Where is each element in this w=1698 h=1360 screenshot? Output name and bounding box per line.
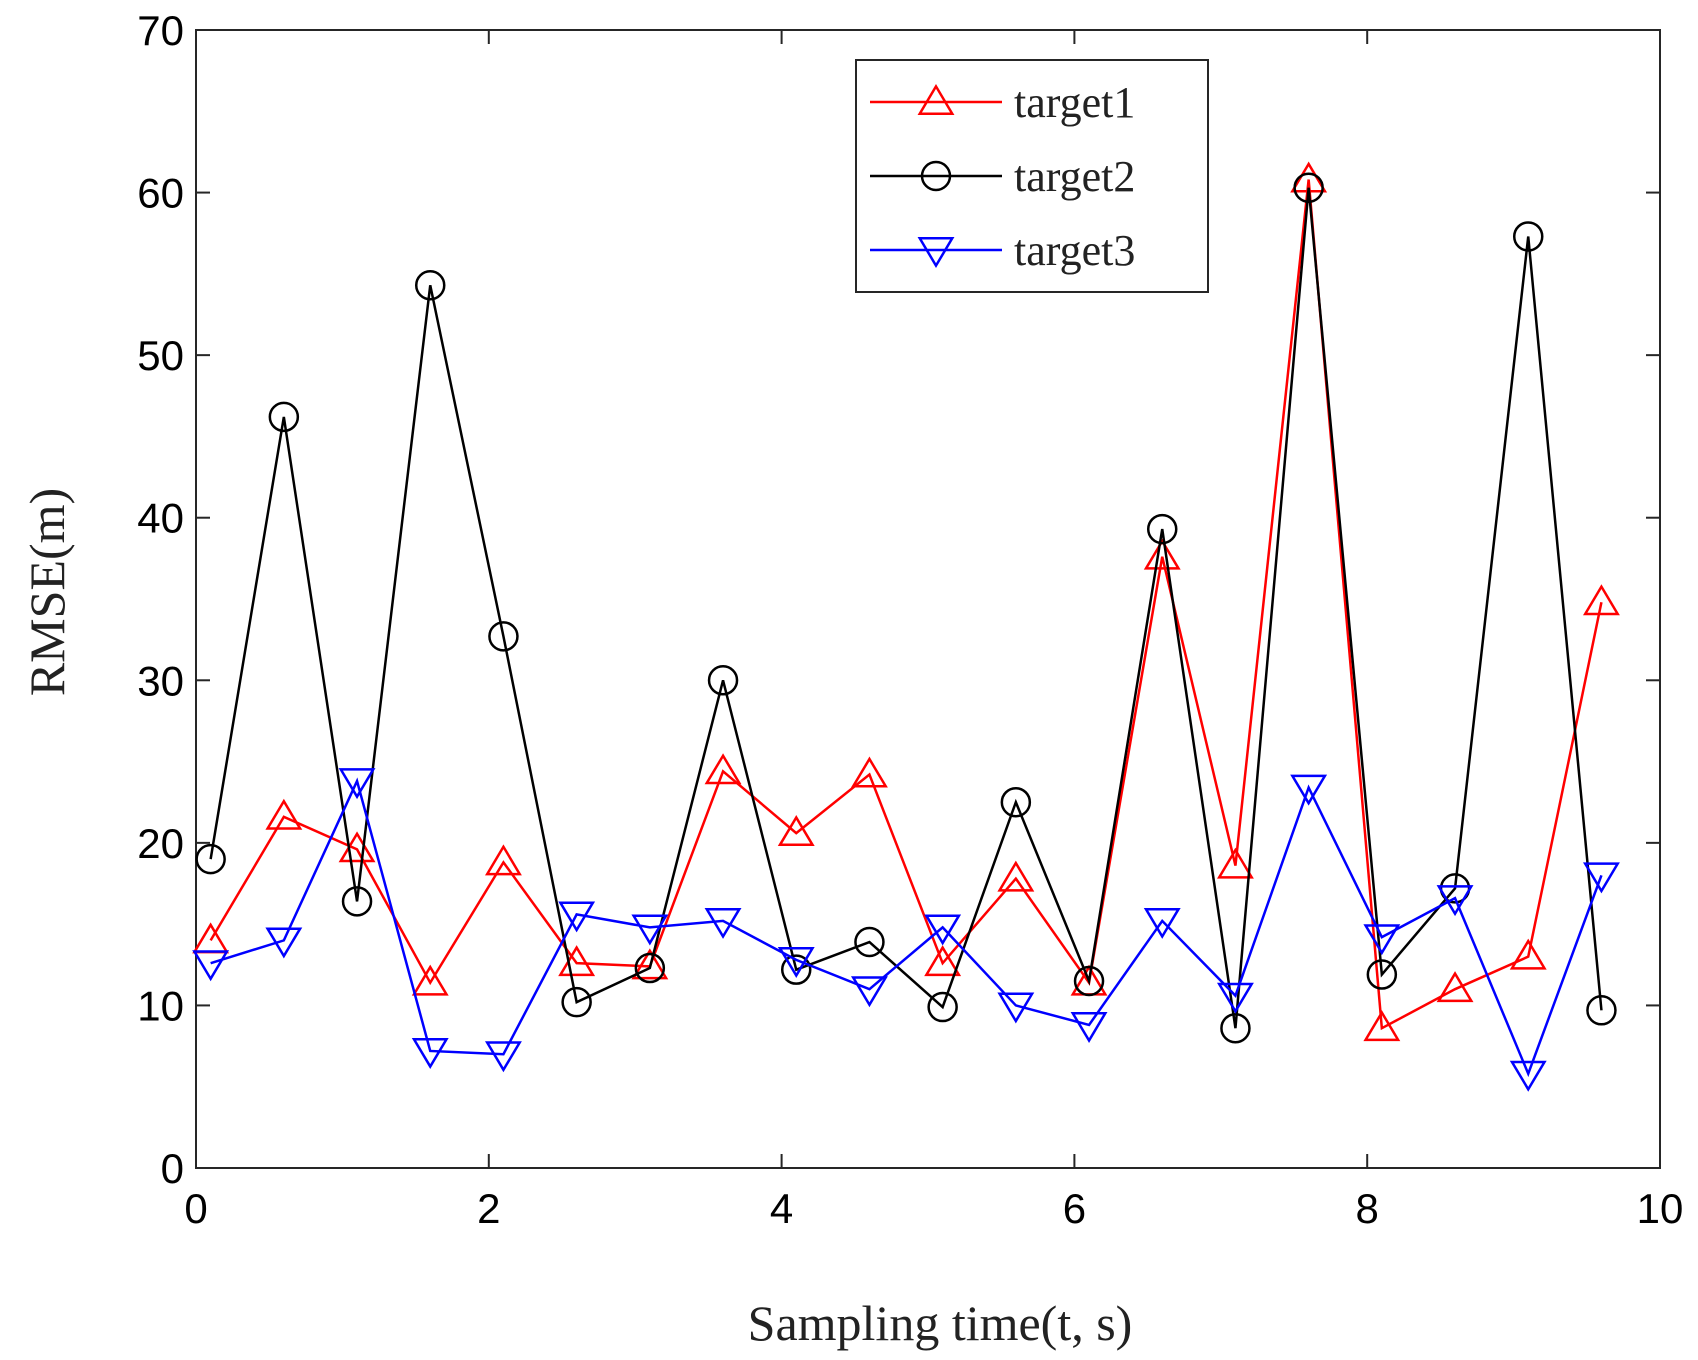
data-point-target3 [265,927,303,959]
data-point-target2 [1073,965,1105,997]
data-point-target2 [1146,513,1178,545]
legend-marker-target1 [917,83,955,115]
y-tick-label: 50 [137,332,184,379]
data-point-target3 [777,946,815,978]
data-point-target2 [927,991,958,1023]
y-tick-label: 0 [161,1145,184,1192]
x-tick-label: 4 [770,1185,793,1232]
data-point-target3 [558,901,596,933]
data-point-target1 [924,945,962,977]
data-point-target3 [1143,907,1181,939]
data-point-target2 [1366,959,1398,990]
data-point-target1 [777,815,815,847]
data-point-target2 [707,665,739,696]
y-tick-label: 70 [137,7,184,54]
data-point-target2 [780,954,812,985]
y-tick-label: 40 [137,495,184,542]
series-line-target2 [209,187,1603,1029]
legend-label-target3: target3 [1014,226,1135,275]
legend-label-target2: target2 [1014,152,1135,201]
data-point-target1 [1509,938,1547,970]
data-point-target1 [265,798,303,830]
tick-marks: 0 2 4 6 8 10 0 10 20 30 40 50 60 70 [137,7,1683,1232]
series-line-target1 [209,179,1603,1031]
y-tick-label: 10 [137,982,184,1029]
data-point-target2 [1512,221,1544,252]
data-point-target1 [1582,584,1620,616]
data-series [192,161,1620,1092]
data-point-target1 [411,964,449,996]
data-point-target3 [1290,774,1328,806]
data-point-target3 [1436,885,1474,917]
data-point-target3 [997,992,1035,1024]
data-point-target2 [1220,1012,1251,1044]
data-point-target2 [195,843,226,875]
data-point-target3 [704,907,742,939]
legend-label-target1: target1 [1014,78,1135,127]
data-point-target1 [1143,538,1181,570]
plot-frame [195,29,1661,1169]
data-point-target2 [1293,172,1324,203]
data-point-target3 [1509,1060,1547,1092]
data-point-target1 [850,756,888,788]
data-point-target2 [488,621,519,652]
data-point-target3 [1070,1011,1108,1043]
data-point-target2 [854,926,885,958]
y-tick-label: 60 [137,170,184,217]
data-point-target1 [338,831,376,863]
x-tick-label: 10 [1637,1185,1684,1232]
data-point-target2 [1000,786,1032,818]
legend-marker-target3 [917,237,955,269]
data-point-target3 [192,950,230,982]
series-target2 [195,172,1617,1044]
x-tick-label: 6 [1063,1185,1086,1232]
data-point-target3 [484,1041,522,1073]
data-point-target2 [1586,995,1617,1026]
data-point-target2 [561,986,592,1018]
series-target1 [192,161,1620,1042]
data-point-target2 [414,269,446,301]
data-point-target1 [1363,1010,1401,1042]
data-point-target3 [338,768,376,800]
x-tick-label: 8 [1356,1185,1379,1232]
legend-marker-target2 [920,160,952,192]
x-tick-label: 0 [184,1185,207,1232]
y-tick-label: 20 [137,820,184,867]
y-axis-label: RMSE(m) [19,488,75,696]
legend-entry-target2: target2 [870,152,1135,201]
data-point-target3 [924,914,962,946]
data-point-target1 [484,844,522,876]
x-axis-label: Sampling time(t, s) [748,1295,1133,1351]
data-point-target3 [1363,924,1401,956]
data-point-target1 [997,860,1035,892]
legend: target1 target2 target3 [855,59,1209,293]
legend-entry-target3: target3 [870,226,1135,275]
data-point-target3 [631,914,669,946]
data-point-target3 [411,1037,449,1069]
data-point-target1 [1436,971,1474,1003]
data-point-target1 [631,948,669,980]
data-point-target3 [1216,982,1254,1014]
axes-box [195,29,1661,1169]
data-point-target1 [1216,847,1254,879]
legend-entry-target1: target1 [870,78,1135,127]
series-line-target3 [210,777,1603,1078]
data-point-target2 [268,401,300,433]
y-tick-label: 30 [137,657,184,704]
data-point-target3 [1582,862,1620,894]
data-point-target3 [850,976,888,1008]
x-tick-label: 2 [477,1185,500,1232]
data-point-target1 [704,753,742,785]
series-target3 [192,768,1620,1092]
data-point-target2 [634,952,666,984]
data-point-target2 [341,886,373,917]
